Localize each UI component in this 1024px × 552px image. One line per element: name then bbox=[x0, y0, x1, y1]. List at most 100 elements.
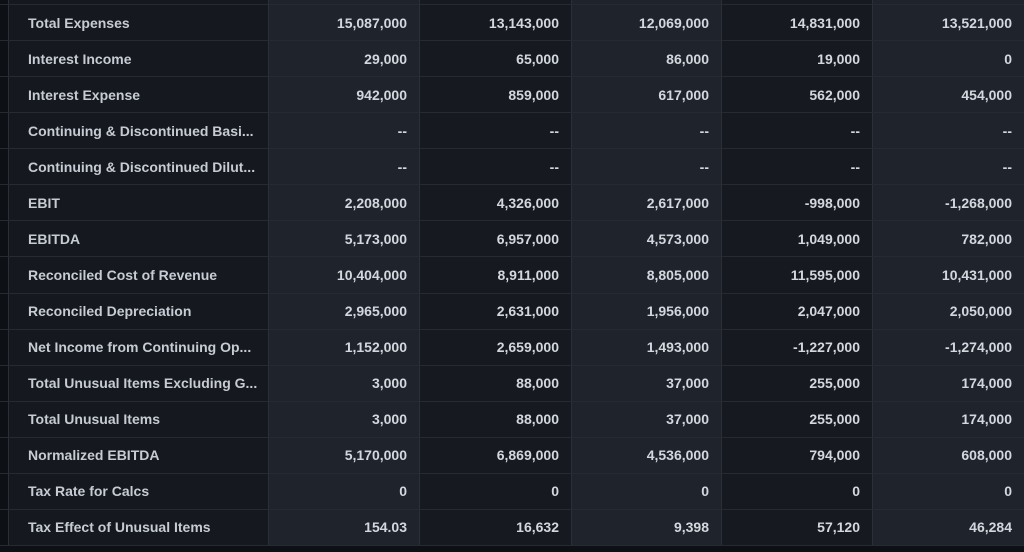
value-col-5: 46,284 bbox=[872, 509, 1024, 545]
table-row-partial bbox=[0, 0, 1024, 5]
row-label: Continuing & Discontinued Dilut... bbox=[0, 149, 268, 185]
value-col-2: 6,957,000 bbox=[419, 221, 571, 257]
value-col-1: 0 bbox=[268, 473, 419, 509]
value-col-4: -1,227,000 bbox=[721, 329, 872, 365]
row-label: Total Expenses bbox=[0, 5, 268, 41]
value-col-5: 2,050,000 bbox=[872, 293, 1024, 329]
value-col-5: 782,000 bbox=[872, 221, 1024, 257]
value-col-4: 57,120 bbox=[721, 509, 872, 545]
table-row[interactable]: Total Expenses 15,087,000 13,143,000 12,… bbox=[0, 5, 1024, 42]
value-col-1: 2,965,000 bbox=[268, 293, 419, 329]
value-col-4: 0 bbox=[721, 473, 872, 509]
table-row[interactable]: Interest Income 29,000 65,000 86,000 19,… bbox=[0, 41, 1024, 78]
table-row[interactable]: Net Income from Continuing Op... 1,152,0… bbox=[0, 329, 1024, 366]
value-col-5: -- bbox=[872, 113, 1024, 149]
value-col-4: -- bbox=[721, 113, 872, 149]
table-row[interactable]: Reconciled Cost of Revenue 10,404,000 8,… bbox=[0, 257, 1024, 294]
value-col-2: 13,143,000 bbox=[419, 5, 571, 41]
value-col-1: 1,152,000 bbox=[268, 329, 419, 365]
value-col-1: 154.03 bbox=[268, 509, 419, 545]
value-col-2: 88,000 bbox=[419, 365, 571, 401]
value-col-2: 16,632 bbox=[419, 509, 571, 545]
table-row[interactable]: Tax Rate for Calcs 0 0 0 0 0 bbox=[0, 473, 1024, 510]
value-col-2: 4,326,000 bbox=[419, 185, 571, 221]
table-row[interactable]: Tax Effect of Unusual Items 154.03 16,63… bbox=[0, 509, 1024, 546]
value-col-5: -1,274,000 bbox=[872, 329, 1024, 365]
table-row[interactable]: Interest Expense 942,000 859,000 617,000… bbox=[0, 77, 1024, 114]
row-label: Normalized EBITDA bbox=[0, 437, 268, 473]
value-col-1: -- bbox=[268, 113, 419, 149]
value-col-3: 1,956,000 bbox=[571, 293, 721, 329]
row-label: Interest Income bbox=[0, 41, 268, 77]
value-col-3: 37,000 bbox=[571, 401, 721, 437]
table-row[interactable]: EBITDA 5,173,000 6,957,000 4,573,000 1,0… bbox=[0, 221, 1024, 258]
table-row[interactable]: Continuing & Discontinued Dilut... -- --… bbox=[0, 149, 1024, 186]
value-col-5: 174,000 bbox=[872, 401, 1024, 437]
value-col-1: 10,404,000 bbox=[268, 257, 419, 293]
value-col-5: -1,268,000 bbox=[872, 185, 1024, 221]
value-cell bbox=[721, 0, 872, 4]
value-col-2: -- bbox=[419, 149, 571, 185]
table-rows: Total Expenses 15,087,000 13,143,000 12,… bbox=[0, 5, 1024, 546]
value-col-3: 1,493,000 bbox=[571, 329, 721, 365]
row-label: Continuing & Discontinued Basi... bbox=[0, 113, 268, 149]
value-col-5: 13,521,000 bbox=[872, 5, 1024, 41]
value-col-5: -- bbox=[872, 149, 1024, 185]
value-col-4: 19,000 bbox=[721, 41, 872, 77]
value-col-2: -- bbox=[419, 113, 571, 149]
table-row[interactable]: Total Unusual Items Excluding G... 3,000… bbox=[0, 365, 1024, 402]
table-row[interactable]: Total Unusual Items 3,000 88,000 37,000 … bbox=[0, 401, 1024, 438]
row-label: Reconciled Cost of Revenue bbox=[0, 257, 268, 293]
table-row[interactable]: Continuing & Discontinued Basi... -- -- … bbox=[0, 113, 1024, 150]
value-col-3: -- bbox=[571, 113, 721, 149]
value-col-2: 8,911,000 bbox=[419, 257, 571, 293]
value-col-5: 608,000 bbox=[872, 437, 1024, 473]
value-col-3: 9,398 bbox=[571, 509, 721, 545]
value-col-1: 3,000 bbox=[268, 401, 419, 437]
value-col-3: -- bbox=[571, 149, 721, 185]
value-col-2: 65,000 bbox=[419, 41, 571, 77]
value-col-3: 86,000 bbox=[571, 41, 721, 77]
value-col-1: 5,173,000 bbox=[268, 221, 419, 257]
row-label: EBITDA bbox=[0, 221, 268, 257]
table-row[interactable]: Reconciled Depreciation 2,965,000 2,631,… bbox=[0, 293, 1024, 330]
value-col-5: 174,000 bbox=[872, 365, 1024, 401]
value-col-5: 10,431,000 bbox=[872, 257, 1024, 293]
table-row[interactable]: EBIT 2,208,000 4,326,000 2,617,000 -998,… bbox=[0, 185, 1024, 222]
value-col-2: 88,000 bbox=[419, 401, 571, 437]
value-col-3: 8,805,000 bbox=[571, 257, 721, 293]
value-col-1: 5,170,000 bbox=[268, 437, 419, 473]
value-col-1: 2,208,000 bbox=[268, 185, 419, 221]
value-col-3: 12,069,000 bbox=[571, 5, 721, 41]
value-col-3: 4,573,000 bbox=[571, 221, 721, 257]
table-row[interactable]: Normalized EBITDA 5,170,000 6,869,000 4,… bbox=[0, 437, 1024, 474]
row-label: Total Unusual Items bbox=[0, 401, 268, 437]
row-label-cell bbox=[0, 0, 268, 4]
value-col-1: 29,000 bbox=[268, 41, 419, 77]
value-cell bbox=[872, 0, 1024, 4]
value-col-4: 11,595,000 bbox=[721, 257, 872, 293]
value-col-4: 1,049,000 bbox=[721, 221, 872, 257]
value-col-5: 0 bbox=[872, 473, 1024, 509]
value-col-4: 562,000 bbox=[721, 77, 872, 113]
row-label: Total Unusual Items Excluding G... bbox=[0, 365, 268, 401]
value-col-4: 2,047,000 bbox=[721, 293, 872, 329]
value-col-1: 942,000 bbox=[268, 77, 419, 113]
value-col-4: 255,000 bbox=[721, 365, 872, 401]
value-col-3: 617,000 bbox=[571, 77, 721, 113]
value-col-1: 15,087,000 bbox=[268, 5, 419, 41]
value-cell bbox=[419, 0, 571, 4]
row-label: Interest Expense bbox=[0, 77, 268, 113]
value-col-4: 794,000 bbox=[721, 437, 872, 473]
value-cell bbox=[571, 0, 721, 4]
value-col-5: 454,000 bbox=[872, 77, 1024, 113]
row-label: Net Income from Continuing Op... bbox=[0, 329, 268, 365]
row-label: EBIT bbox=[0, 185, 268, 221]
value-col-4: -998,000 bbox=[721, 185, 872, 221]
value-col-2: 0 bbox=[419, 473, 571, 509]
value-col-1: 3,000 bbox=[268, 365, 419, 401]
value-col-2: 6,869,000 bbox=[419, 437, 571, 473]
value-col-2: 2,659,000 bbox=[419, 329, 571, 365]
